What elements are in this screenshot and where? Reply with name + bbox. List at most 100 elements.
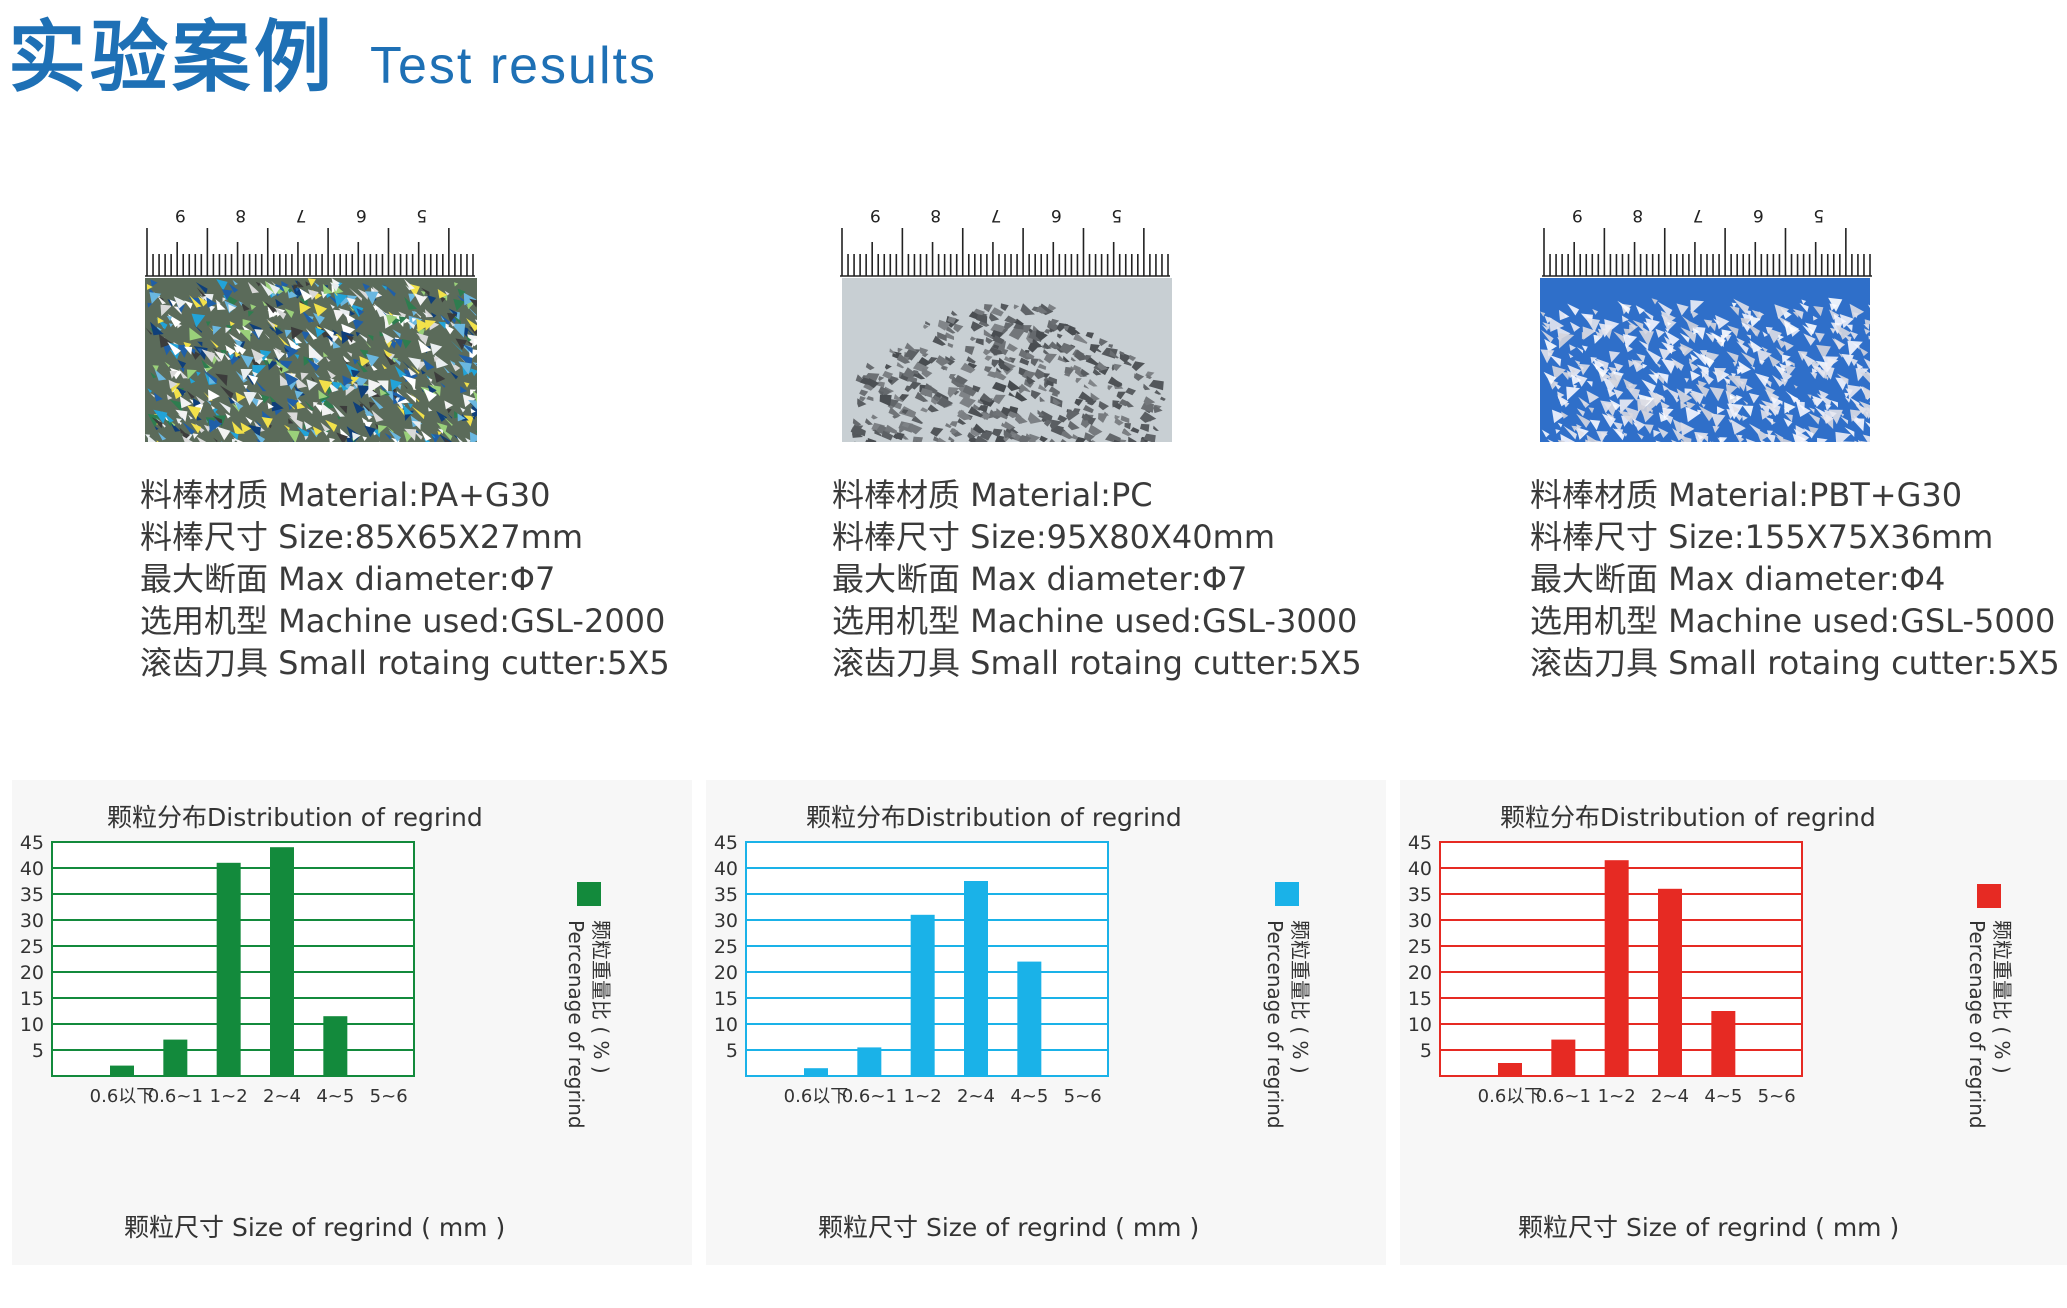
regrind-particle [1542,322,1550,330]
regrind-particle [189,327,203,341]
regrind-particle [1701,403,1706,408]
legend-swatch [1977,884,2001,908]
regrind-particle [334,293,348,307]
regrind-particle [947,316,957,325]
regrind-particle [1697,380,1707,390]
regrind-particle [318,389,328,400]
regrind-particle [177,323,182,329]
regrind-particle [173,296,187,309]
regrind-particle [975,338,984,346]
regrind-particle [447,413,453,419]
regrind-particle [187,405,202,420]
regrind-particle [1078,391,1094,403]
regrind-particle [1657,427,1669,438]
x-axis-label: 颗粒尺寸 Size of regrind ( mm ) [124,1213,506,1242]
regrind-particle [1113,439,1120,442]
regrind-particle [1541,324,1549,332]
regrind-particle [1626,386,1641,401]
regrind-particle [1730,419,1746,435]
x-tick-label: 0.6以下 [784,1086,849,1107]
regrind-particle [348,287,363,301]
chart-panel-2: 颗粒分布Distribution of regrind 45 5 10 15 20 25 3… [706,780,1386,1265]
regrind-particle [349,310,356,316]
regrind-particle [1574,374,1588,387]
regrind-particle [1680,327,1697,344]
regrind-particle [303,421,313,430]
regrind-particle [1814,332,1825,343]
regrind-particle [935,355,951,367]
regrind-particle [1049,419,1063,430]
regrind-particle [1063,355,1070,363]
regrind-particle [208,419,223,433]
regrind-particle [1703,319,1713,329]
regrind-particle [1856,362,1864,370]
regrind-particle [470,415,476,420]
regrind-particle [210,339,219,348]
regrind-particle [364,291,379,305]
regrind-particle [303,356,314,366]
regrind-particle [1783,407,1790,414]
regrind-particle [857,398,867,408]
regrind-particle [206,297,217,308]
regrind-particle [1744,321,1761,337]
regrind-particle [241,302,250,312]
regrind-particle [1105,433,1121,442]
regrind-particle [975,435,988,442]
regrind-particle [357,385,371,399]
regrind-particle [1544,315,1553,324]
regrind-particle [383,349,393,359]
regrind-particle [1847,384,1863,400]
regrind-particle [1540,349,1555,364]
regrind-particle [329,437,336,442]
regrind-particle [937,319,951,331]
regrind-particle [1812,359,1818,365]
regrind-particle [1811,368,1818,374]
regrind-particle [864,418,874,426]
regrind-particle [1850,409,1863,422]
regrind-particle [422,311,428,317]
regrind-particle [407,402,413,409]
regrind-particle [255,438,262,442]
regrind-particle [232,437,243,442]
regrind-particle [470,408,476,414]
regrind-particle [232,403,241,412]
regrind-particle [1829,327,1836,334]
regrind-particle [1749,339,1763,353]
x-axis-label: 颗粒尺寸 Size of regrind ( mm ) [1518,1213,1900,1242]
regrind-particle [976,314,988,324]
regrind-particle [1868,335,1870,340]
regrind-particle [392,390,407,405]
regrind-particle [243,384,248,390]
regrind-particle [1576,408,1586,417]
regrind-particle [1008,328,1026,340]
regrind-particle [1000,303,1009,312]
regrind-particle [1622,432,1628,437]
regrind-particle [1811,364,1826,379]
regrind-particle [1733,298,1750,315]
regrind-particle [253,421,265,433]
regrind-particle [1679,343,1694,357]
regrind-particle [377,380,389,392]
regrind-particle [251,371,258,378]
ruler-label: 5 [1813,205,1824,225]
regrind-particle [292,440,295,442]
y-tick-label: 20 [1408,962,1432,984]
regrind-particle [1555,429,1561,434]
regrind-particle [189,348,201,360]
spec-material: 料棒材质 Material:PBT+G30 [1530,476,1963,514]
regrind-particle [1595,330,1604,339]
ruler-2: 9 8 7 6 5 [840,205,1170,277]
regrind-particle [284,344,299,359]
regrind-particle [1809,407,1815,414]
regrind-particle [203,369,218,384]
regrind-particle [470,389,477,396]
regrind-particle [299,288,313,302]
y-axis-label: 颗粒重量比 ( % ) Percenage of regrind [564,920,617,1129]
regrind-particle [449,320,456,327]
regrind-particle [972,423,987,434]
regrind-particle [247,281,260,294]
ruler-3: 9 8 7 6 5 [1542,205,1872,277]
regrind-particle [208,376,217,384]
regrind-particle [1034,368,1049,380]
y-tick-label: 35 [1408,884,1432,906]
